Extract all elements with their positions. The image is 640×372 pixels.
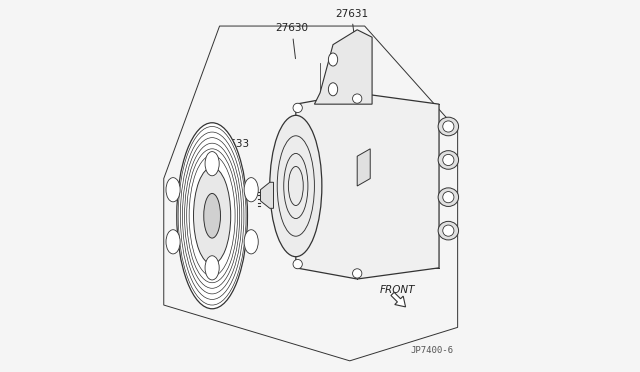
Ellipse shape [443, 192, 454, 203]
Text: 27631: 27631 [335, 9, 368, 42]
Ellipse shape [193, 167, 231, 264]
Ellipse shape [244, 230, 259, 254]
FancyArrow shape [391, 292, 406, 307]
Ellipse shape [438, 151, 459, 169]
Ellipse shape [443, 154, 454, 166]
Ellipse shape [177, 123, 248, 309]
Ellipse shape [293, 103, 302, 112]
Ellipse shape [270, 115, 322, 257]
Ellipse shape [205, 256, 219, 280]
Ellipse shape [293, 260, 302, 269]
Ellipse shape [166, 177, 180, 202]
Ellipse shape [204, 193, 221, 238]
Ellipse shape [438, 188, 459, 206]
Polygon shape [357, 149, 370, 186]
Ellipse shape [438, 117, 459, 136]
Ellipse shape [205, 151, 219, 176]
Text: FRONT: FRONT [380, 285, 415, 295]
Text: 27630: 27630 [275, 23, 308, 59]
Ellipse shape [244, 177, 259, 202]
Ellipse shape [438, 221, 459, 240]
Ellipse shape [328, 53, 338, 66]
Ellipse shape [166, 230, 180, 254]
Text: 27633: 27633 [216, 139, 249, 163]
Text: JP7400-6: JP7400-6 [411, 346, 454, 355]
Ellipse shape [353, 269, 362, 278]
Polygon shape [260, 182, 273, 208]
Polygon shape [314, 30, 372, 104]
Polygon shape [296, 93, 439, 279]
Ellipse shape [443, 121, 454, 132]
Ellipse shape [443, 225, 454, 236]
Ellipse shape [353, 94, 362, 103]
Ellipse shape [328, 83, 338, 96]
